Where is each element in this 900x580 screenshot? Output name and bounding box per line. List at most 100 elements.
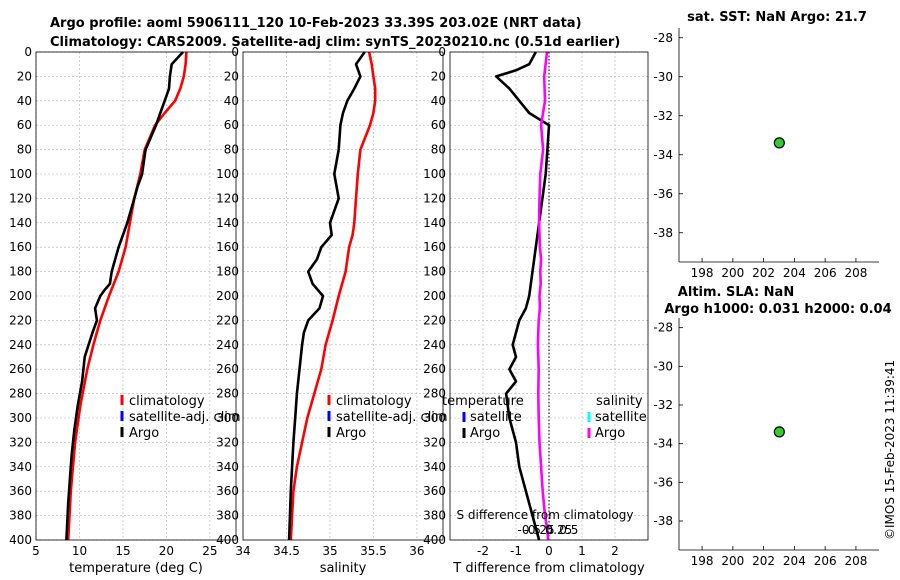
depth-tick-label: 40 (17, 94, 32, 108)
depth-tick-label: 280 (9, 387, 32, 401)
longitude-tick-label: 198 (691, 266, 714, 280)
depth-tick-label: 400 (216, 533, 239, 547)
x-tick-label: 20 (159, 544, 174, 558)
top-tick-label: -0.5 (517, 523, 540, 537)
salinity-panel: 0204060801001201401601802002202402602803… (216, 45, 448, 576)
x-tick-label: 34.5 (273, 544, 300, 558)
depth-tick-label: 380 (9, 509, 32, 523)
series-line-s-difference-argo (536, 51, 550, 541)
depth-tick-label: 60 (17, 118, 32, 132)
legend-label: satellite (595, 410, 647, 425)
depth-tick-label: 200 (216, 289, 239, 303)
latitude-tick-label: -34 (653, 437, 673, 451)
series-line-argo (65, 51, 184, 541)
depth-tick-label: 100 (216, 167, 239, 181)
depth-tick-label: 140 (216, 216, 239, 230)
difference-panel: 0204060801001201401601802002202402602803… (423, 45, 649, 576)
depth-tick-label: 100 (9, 167, 32, 181)
latitude-tick-label: -38 (653, 226, 673, 240)
plot-frame (242, 51, 444, 541)
depth-tick-label: 220 (423, 313, 446, 327)
depth-tick-label: 340 (423, 460, 446, 474)
x-tick-label: 25 (202, 544, 217, 558)
plot-frame (35, 51, 237, 541)
legend-label: climatology (129, 394, 205, 409)
top-tick-label: 0 (545, 523, 553, 537)
depth-tick-label: 20 (17, 69, 32, 83)
top-tick-label: 0.5 (559, 523, 578, 537)
depth-tick-label: 320 (423, 435, 446, 449)
figure-title-line-2: Climatology: CARS2009. Satellite-adj cli… (50, 35, 620, 50)
latitude-tick-label: -32 (653, 398, 673, 412)
profile-location-marker (773, 137, 785, 149)
depth-tick-label: 360 (9, 484, 32, 498)
depth-tick-label: 140 (423, 216, 446, 230)
map-title: sat. SST: NaN Argo: 21.7 (687, 10, 867, 25)
latitude-tick-label: -28 (653, 31, 673, 45)
depth-tick-label: 240 (216, 338, 239, 352)
x-tick-label: -2 (477, 544, 489, 558)
depth-tick-label: 400 (423, 533, 446, 547)
x-axis-label: T difference from climatology (452, 561, 645, 576)
depth-tick-label: 320 (9, 435, 32, 449)
legend-label: Argo (336, 426, 366, 441)
top-tick-label: -0.25 (524, 523, 555, 537)
depth-tick-label: 220 (216, 313, 239, 327)
longitude-tick-label: 200 (721, 266, 744, 280)
depth-tick-label: 160 (423, 240, 446, 254)
longitude-tick-label: 208 (844, 266, 867, 280)
depth-tick-label: 80 (17, 143, 32, 157)
depth-tick-label: 0 (231, 45, 239, 59)
latitude-tick-label: -28 (653, 321, 673, 335)
map-title-line-2: Argo h1000: 0.031 h2000: 0.04 (664, 302, 891, 317)
depth-tick-label: 60 (224, 118, 239, 132)
longitude-tick-label: 202 (752, 554, 775, 568)
latitude-tick-label: -36 (653, 187, 673, 201)
depth-tick-label: 400 (9, 533, 32, 547)
depth-tick-label: 80 (224, 143, 239, 157)
legend-label: satellite (470, 410, 522, 425)
depth-tick-label: 40 (224, 94, 239, 108)
legend-label: Argo (595, 426, 625, 441)
temperature-legend-title: temperature (442, 394, 524, 409)
legend-label: Argo (470, 426, 500, 441)
x-axis-label: temperature (deg C) (69, 561, 203, 576)
depth-tick-label: 260 (423, 362, 446, 376)
depth-tick-label: 340 (9, 460, 32, 474)
longitude-tick-label: 208 (844, 554, 867, 568)
depth-tick-label: 320 (216, 435, 239, 449)
x-tick-label: 35 (322, 544, 337, 558)
figure-title-line-1: Argo profile: aoml 5906111_120 10-Feb-20… (50, 16, 582, 31)
longitude-tick-label: 206 (814, 554, 837, 568)
x-tick-label: 15 (115, 544, 130, 558)
depth-tick-label: 360 (423, 484, 446, 498)
depth-tick-label: 200 (9, 289, 32, 303)
depth-tick-label: 120 (216, 191, 239, 205)
legend-label: satellite-adj. clim (129, 410, 241, 425)
depth-tick-label: 40 (431, 94, 446, 108)
depth-tick-label: 160 (216, 240, 239, 254)
salinity-legend-title: salinity (596, 394, 643, 409)
longitude-tick-label: 198 (691, 554, 714, 568)
latitude-tick-label: -34 (653, 148, 673, 162)
x-tick-label: 10 (72, 544, 87, 558)
sla-map-panel: -28 -30 -32 -34 -36 -38 198 200 202 204 206 208 Alti… (653, 285, 891, 568)
series-line-climatology (289, 51, 377, 541)
depth-tick-label: 200 (423, 289, 446, 303)
depth-tick-label: 280 (423, 387, 446, 401)
depth-tick-label: 120 (423, 191, 446, 205)
depth-tick-label: 140 (9, 216, 32, 230)
series-line-t-difference-argo (494, 51, 551, 541)
depth-tick-label: 280 (216, 387, 239, 401)
depth-tick-label: 260 (9, 362, 32, 376)
longitude-tick-label: 206 (814, 266, 837, 280)
top-tick-label: 0.25 (546, 523, 573, 537)
depth-tick-label: 20 (431, 69, 446, 83)
x-tick-label: 5 (32, 544, 40, 558)
sst-map-panel: -28 -30 -32 -34 -36 -38 198 200 202 204 206 208 sat.… (653, 10, 879, 280)
x-tick-label: 2 (611, 544, 619, 558)
depth-tick-label: 260 (216, 362, 239, 376)
x-tick-label: 34 (235, 544, 250, 558)
top-axis-label: S difference from climatology (457, 508, 634, 522)
